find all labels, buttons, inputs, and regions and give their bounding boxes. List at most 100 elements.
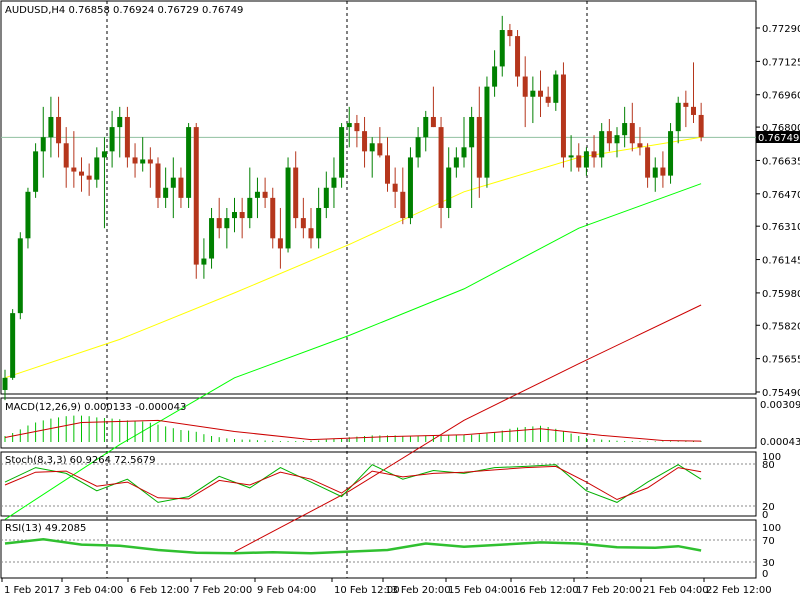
rsi-label: RSI(13) 49.2085 [5,523,86,534]
candle-body [308,228,314,239]
stoch-signal-line [4,465,702,501]
candle-body [2,377,8,390]
time-tick-label: 9 Feb 04:00 [257,585,316,596]
candle-body [668,131,674,176]
candle-body [186,127,192,198]
candle-body [568,155,574,158]
candle-body [377,143,383,156]
stoch-axis-80: 80 [762,460,775,471]
candle-body [94,157,100,180]
candle-body [178,177,184,198]
candle-body [63,143,69,168]
candle-body [492,66,498,87]
candle-body [33,151,39,192]
candle-body [25,191,31,239]
rsi-panel [0,519,757,579]
price-tick-label: 0.75820 [762,321,800,332]
candle-body [545,96,551,103]
macd-layer [4,415,702,442]
time-tick-label: 22 Feb 12:00 [706,585,772,596]
price-tick-label: 0.76470 [762,190,800,201]
macd-label: MACD(12,26,9) 0.000133 -0.000043 [5,402,186,413]
price-tick-label: 0.75980 [762,289,800,300]
candle-body [400,191,406,219]
candle-body [247,197,253,219]
candle-body [530,90,536,97]
time-tick-label: 1 Feb 2017 [4,585,60,596]
rsi-axis-0: 0 [762,569,768,580]
candle-body [430,116,436,128]
candle-body [446,167,452,208]
price-tick-label: 0.75490 [762,388,800,399]
candle-body [48,116,54,138]
time-tick-label: 15 Feb 04:00 [448,585,514,596]
candle-body [101,151,107,158]
candle-body [109,127,115,152]
candle-body [124,116,130,158]
candle-body [254,191,260,198]
candle-body [629,123,635,144]
candle-body [155,163,161,198]
time-axis: 1 Feb 2017 3 Feb 04:00 6 Feb 12:00 7 Feb 20… [1,578,772,596]
candle-body [469,116,475,148]
candle-body [369,143,375,152]
candle-body [614,135,620,144]
price-tick-label: 0.76145 [762,256,800,267]
ma-slow-line [234,304,702,553]
candle-body [652,167,658,178]
candle-body [163,187,169,198]
macd-axis-top: 0.003093 [760,400,800,411]
candle-body [17,238,23,314]
time-tick-label: 13 Feb 20:00 [385,585,451,596]
candle-body [637,143,643,148]
price-tick-label: 0.77125 [762,57,800,68]
candle-body [86,175,92,180]
candle-body [476,116,482,178]
candle-body [140,159,146,164]
candle-body [691,106,696,115]
day-separators [106,1,588,578]
candle-body [277,238,283,249]
candle-body [147,159,153,164]
stoch-axis-0: 0 [762,510,768,521]
candle-body [10,313,16,378]
stoch-panel [0,451,757,517]
time-tick-label: 16 Feb 12:00 [513,585,579,596]
candle-body [339,127,345,178]
candle-body [323,187,329,208]
time-tick-label: 10 Feb 12:00 [334,585,400,596]
candle-body [515,36,521,77]
indicator-levels [1,463,756,563]
candle-body [683,102,689,107]
candle-body [499,30,505,67]
ma-mid-line [4,183,702,520]
candle-body [262,191,268,198]
candle-body [407,157,413,219]
candle-body [193,127,199,265]
time-tick-label: 21 Feb 04:00 [643,585,709,596]
candle-body [538,90,543,97]
current-price-label: 0.76749 [758,133,799,144]
candle-body [660,167,666,176]
candle-body [209,218,215,259]
candle-body [553,74,559,103]
candle-body [201,258,207,265]
candle-body [591,151,597,158]
candle-body [40,137,46,152]
price-tick-label: 0.76960 [762,91,800,102]
rsi-axis-30: 30 [762,558,775,569]
candle-body [599,131,605,158]
time-tick-label: 3 Feb 04:00 [64,585,123,596]
candle-body [300,218,306,229]
candle-body [285,167,291,249]
candle-body [576,155,582,168]
candle-body [270,197,276,239]
candle-body [239,212,245,219]
price-tick-label: 0.76800 [762,123,800,134]
candle-body [362,131,368,152]
candle-body [293,167,299,219]
price-panel [0,0,757,395]
rsi-layer [4,537,702,555]
candle-body [79,171,84,176]
